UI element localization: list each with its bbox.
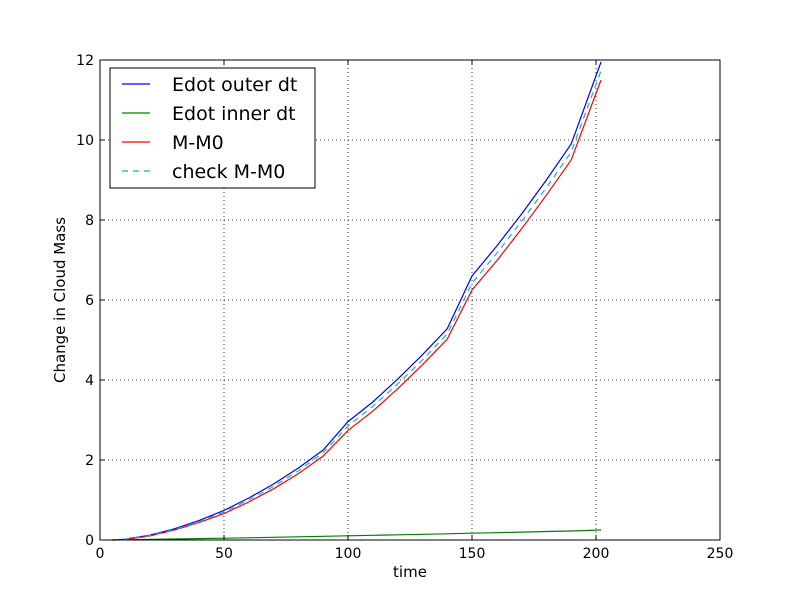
- x-tick-label: 200: [583, 546, 610, 562]
- legend-label: Edot outer dt: [172, 74, 297, 96]
- y-tick-label: 12: [76, 53, 94, 69]
- x-tick-label: 0: [96, 546, 105, 562]
- y-tick-label: 10: [76, 133, 94, 149]
- x-tick-label: 150: [459, 546, 486, 562]
- axis-ticks: 0 50 100 150 200 250 0 2 4 6 8 10 12: [76, 53, 733, 562]
- x-axis-title: time: [393, 563, 427, 581]
- series-line-check-m-m0: [112, 70, 602, 541]
- y-axis-title: Change in Cloud Mass: [51, 217, 69, 383]
- y-tick-label: 2: [85, 453, 94, 469]
- series-line-edot-outer-dt: [112, 61, 602, 541]
- legend-label: M-M0: [172, 132, 224, 154]
- legend-box: [109, 67, 316, 189]
- x-tick-label: 50: [215, 546, 233, 562]
- x-tick-label: 100: [335, 546, 362, 562]
- legend-label: Edot inner dt: [172, 103, 296, 125]
- x-tick-label: 250: [707, 546, 734, 562]
- y-tick-label: 8: [85, 213, 94, 229]
- legend-label: check M-M0: [172, 161, 285, 183]
- y-tick-label: 4: [85, 373, 94, 389]
- y-tick-label: 0: [85, 533, 94, 549]
- legend: Edot outer dt Edot inner dt M-M0 check M-M0: [109, 67, 316, 189]
- y-tick-label: 6: [85, 293, 94, 309]
